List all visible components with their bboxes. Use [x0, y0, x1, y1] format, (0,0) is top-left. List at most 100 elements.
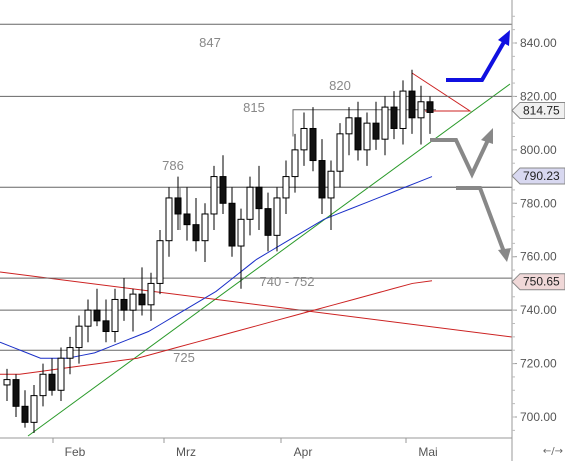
candle: [30, 384, 38, 434]
candle-body: [417, 101, 425, 119]
candle-body: [147, 282, 155, 306]
candle-body: [174, 197, 182, 215]
candle: [426, 96, 434, 134]
candle-body: [354, 117, 362, 151]
candle-body: [120, 298, 128, 311]
price-tag-label: 750.65: [523, 275, 560, 289]
candle-body: [318, 160, 326, 199]
candle: [237, 208, 245, 289]
candle: [291, 133, 299, 193]
candle-body: [129, 293, 137, 311]
candle: [3, 368, 11, 401]
candle: [354, 101, 362, 161]
candle: [174, 176, 182, 230]
candle-body: [3, 379, 11, 386]
zoom-control[interactable]: ←/→: [542, 446, 563, 457]
candle: [372, 101, 380, 150]
gray-zigzag-arrow: [430, 138, 490, 179]
candle: [363, 112, 371, 166]
candle: [165, 187, 173, 257]
level-label: 847: [199, 35, 221, 50]
candlesticks: [3, 69, 434, 434]
price-tag-box: [511, 167, 565, 185]
price-tag: 814.75: [511, 101, 565, 119]
x-tick-label: Mrz: [176, 445, 196, 459]
candle-body: [183, 213, 191, 226]
level-label: 815: [243, 100, 265, 115]
candle-body: [12, 379, 20, 407]
candle-body: [426, 101, 434, 113]
candle-body: [57, 357, 65, 391]
date-axis: Feb Mrz Apr Mai: [52, 438, 438, 459]
x-tick-label: Mai: [418, 445, 437, 459]
candle: [12, 374, 20, 417]
candle: [39, 363, 47, 407]
candle: [111, 288, 119, 343]
candle: [138, 267, 146, 316]
price-tag-box: [511, 273, 565, 291]
candle-body: [48, 373, 56, 391]
green-uptrend-line: [27, 83, 511, 437]
candle: [408, 69, 416, 134]
blue-up-arrow: [446, 40, 506, 82]
y-tick-label: 820.00: [520, 89, 557, 103]
y-tick-label: 840.00: [520, 36, 557, 50]
x-tick-label: Feb: [65, 445, 86, 459]
candle: [345, 107, 353, 156]
red-downtrend-line: [0, 271, 513, 338]
x-tick-label: Apr: [294, 445, 313, 459]
candle-body: [309, 127, 317, 162]
candle: [246, 176, 254, 236]
candle-body: [264, 208, 272, 236]
y-tick-label: 700.00: [520, 410, 557, 424]
candle: [129, 288, 137, 332]
candle-body: [39, 373, 47, 397]
y-tick-label: 800.00: [520, 143, 557, 157]
price-tags: 814.75 790.23 750.65: [511, 101, 565, 291]
candle: [93, 288, 101, 327]
candle-body: [399, 90, 407, 129]
blue-arrow-head: [498, 30, 510, 46]
candle-body: [66, 347, 74, 359]
candle: [210, 165, 218, 230]
candle-body: [156, 240, 164, 284]
y-tick-label: 720.00: [520, 357, 557, 371]
price-tag: 790.23: [511, 167, 565, 185]
candle-body: [210, 176, 218, 215]
level-label: 740 - 752: [260, 274, 315, 289]
candle: [201, 203, 209, 263]
candle-body: [30, 395, 38, 423]
candle: [156, 230, 164, 295]
candle: [327, 160, 335, 230]
level-label: 820: [329, 78, 351, 93]
level-label: 725: [173, 350, 195, 365]
candle-body: [192, 224, 200, 242]
trendlines: [0, 72, 513, 437]
y-tick-label: 740.00: [520, 303, 557, 317]
candle: [84, 299, 92, 343]
candle-body: [255, 186, 263, 210]
level-786-bracket: [179, 186, 500, 230]
candle: [336, 123, 344, 188]
candle-body: [381, 106, 389, 140]
candle-body: [300, 127, 308, 151]
candle: [66, 336, 74, 375]
candle-body: [336, 133, 344, 172]
candle-body: [102, 320, 110, 333]
candle: [390, 91, 398, 140]
candle: [120, 278, 128, 321]
candle-body: [237, 218, 245, 247]
candle: [48, 358, 56, 396]
candle: [399, 80, 407, 145]
level-labels: 847 820 815 786 740 - 752 725: [162, 35, 351, 365]
candle-body: [21, 405, 29, 423]
y-tick-label: 760.00: [520, 250, 557, 264]
candle-body: [246, 186, 254, 220]
y-tick-label: 780.00: [520, 196, 557, 210]
price-tag-label: 790.23: [523, 169, 560, 183]
candle: [75, 315, 83, 364]
gray-zigzag-head: [481, 128, 493, 144]
